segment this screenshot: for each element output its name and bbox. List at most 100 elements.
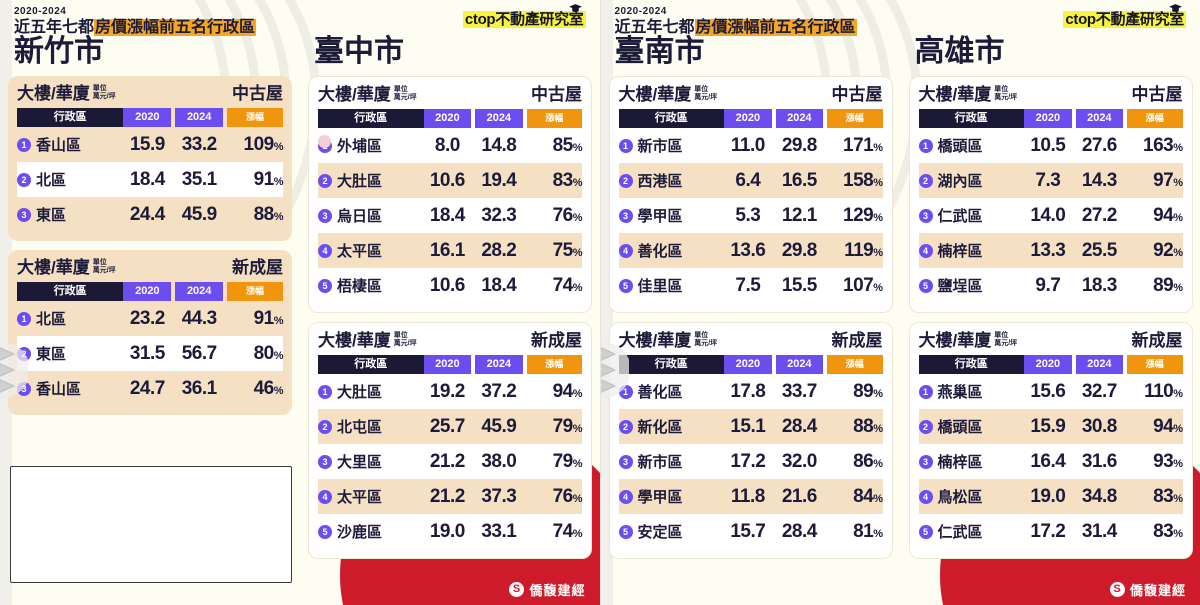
value-2024: 28.4 xyxy=(781,520,817,542)
table-row: 4 太平區 16.1 28.2 75% xyxy=(318,233,583,268)
card-header: 大樓/華廈 單位 萬元/坪 新成屋 xyxy=(17,258,283,277)
city-column: 臺中市大樓/華廈單位萬元/坪中古屋行政區20202024漲幅1外埔區8.014.… xyxy=(300,0,600,605)
value-2020: 7.5 xyxy=(735,274,761,296)
value-2020: 15.1 xyxy=(730,415,766,437)
th-district: 行政區 xyxy=(918,109,1025,128)
percent-unit: % xyxy=(1173,492,1183,505)
change-percent: 81% xyxy=(853,520,883,542)
district-name: 大肚區 xyxy=(337,173,383,190)
district-cell: 3 東區 xyxy=(17,197,123,232)
table-header-row: 行政區 2020 2024 漲幅 xyxy=(618,109,883,128)
rank-badge: 1 xyxy=(17,137,31,152)
city-title: 臺南市 xyxy=(614,35,705,68)
th-change: 漲幅 xyxy=(827,355,883,374)
brand-logo[interactable]: ctop不動產研究室 xyxy=(462,4,586,29)
price-card-new: 大樓/華廈 單位 萬元/坪 新成屋 行政區 2020 2024 漲幅 1 大肚區 19.2 37.2 9… xyxy=(308,322,592,559)
district-cell: 1 燕巢區 xyxy=(918,374,1025,409)
city-title: 高雄市 xyxy=(914,35,1005,68)
percent-unit: % xyxy=(572,492,583,505)
value-2024: 33.1 xyxy=(481,520,517,542)
value-2020: 19.0 xyxy=(1030,485,1066,507)
rank-badge: 1 xyxy=(918,384,933,399)
district-name: 善化區 xyxy=(637,384,683,401)
brand-footer-text: 僑馥建經 xyxy=(1129,583,1186,598)
value-2020: 15.9 xyxy=(1030,415,1066,437)
change-percent: 75% xyxy=(552,239,583,261)
value-2024: 18.3 xyxy=(1081,274,1117,296)
rank-badge: 3 xyxy=(618,454,633,469)
district-cell: 5 沙鹿區 xyxy=(318,514,424,549)
unit-label: 單位 萬元/坪 xyxy=(393,86,417,101)
value-2020: 5.3 xyxy=(735,204,761,226)
table-row: 5 梧棲區 10.6 18.4 74% xyxy=(318,268,583,303)
table-row: 1 大肚區 19.2 37.2 94% xyxy=(318,374,583,409)
percent-unit: % xyxy=(873,211,883,224)
th-2024: 2024 xyxy=(475,109,523,128)
table-row: 2 東區 31.5 56.7 80% xyxy=(17,336,284,371)
change-percent: 83% xyxy=(552,169,583,191)
house-category-label: 新成屋 xyxy=(1131,331,1183,350)
district-name: 橋頭區 xyxy=(937,138,983,155)
card-header: 大樓/華廈 單位 萬元/坪 新成屋 xyxy=(619,331,883,350)
rank-badge: 2 xyxy=(17,346,31,361)
district-cell: 1 大肚區 xyxy=(318,374,424,409)
brand-logo[interactable]: ctop不動產研究室 xyxy=(1063,4,1186,29)
table-row: 1 香山區 15.9 33.2 109% xyxy=(17,127,284,162)
table-row: 3 學甲區 5.3 12.1 129% xyxy=(618,198,883,233)
percent-unit: % xyxy=(572,141,583,154)
change-percent: 109% xyxy=(243,133,284,155)
rank-badge: 5 xyxy=(618,278,633,293)
percent-unit: % xyxy=(1173,387,1183,400)
value-2024: 37.2 xyxy=(481,380,517,402)
value-2020: 21.2 xyxy=(429,485,465,507)
price-card-used: 大樓/華廈 單位 萬元/坪 中古屋 行政區 2020 2024 漲幅 1 橋頭區 10.5 27.6 1… xyxy=(908,76,1193,313)
rank-badge: 4 xyxy=(318,489,332,504)
slide-pane: 2020-2024 近五年七都房價漲幅前五名行政區 ctop不動產研究室 新竹市 大樓/… xyxy=(0,0,600,605)
th-district: 行政區 xyxy=(318,109,424,128)
card-header: 大樓/華廈 單位 萬元/坪 中古屋 xyxy=(17,84,283,103)
rank-badge: 5 xyxy=(318,278,332,293)
table-row: 3 新市區 17.2 32.0 86% xyxy=(618,444,883,479)
change-percent: 97% xyxy=(1153,169,1183,191)
value-2024: 32.0 xyxy=(781,450,817,472)
table-row: 5 佳里區 7.5 15.5 107% xyxy=(618,268,883,303)
th-change: 漲幅 xyxy=(526,109,582,128)
percent-unit: % xyxy=(273,210,284,223)
district-cell: 1 香山區 xyxy=(17,127,123,162)
change-percent: 76% xyxy=(552,485,583,507)
th-2020: 2020 xyxy=(423,355,472,374)
value-2024: 14.3 xyxy=(1081,169,1117,191)
change-percent: 93% xyxy=(1153,450,1183,472)
price-card-new: 大樓/華廈 單位 萬元/坪 新成屋 行政區 2020 2024 漲幅 1 善化區 17.8 33.7 8… xyxy=(608,322,893,559)
value-2020: 19.2 xyxy=(429,380,465,402)
district-name: 烏日區 xyxy=(337,208,383,225)
value-2024: 45.9 xyxy=(481,415,517,437)
district-cell: 3 烏日區 xyxy=(318,198,424,233)
house-category-label: 中古屋 xyxy=(831,85,883,104)
district-name: 新化區 xyxy=(637,419,683,436)
value-2020: 15.6 xyxy=(1030,380,1066,402)
th-district: 行政區 xyxy=(618,355,725,374)
table-row: 4 學甲區 11.8 21.6 84% xyxy=(618,479,883,514)
district-cell: 2 北屯區 xyxy=(318,409,424,444)
city-columns: 臺南市 大樓/華廈 單位 萬元/坪 中古屋 行政區 2020 2024 漲幅 1 新市區 11.0 29… xyxy=(601,0,1200,605)
district-name: 新市區 xyxy=(637,138,683,155)
table-header-row: 行政區 2020 2024 漲幅 xyxy=(17,108,283,127)
th-change: 漲幅 xyxy=(227,108,283,127)
change-percent: 76% xyxy=(552,204,583,226)
value-2020: 11.0 xyxy=(730,134,765,156)
rank-badge: 1 xyxy=(318,384,332,399)
change-percent: 74% xyxy=(552,274,583,296)
change-percent: 46% xyxy=(253,377,284,399)
value-2024: 33.2 xyxy=(181,133,217,155)
percent-unit: % xyxy=(1173,457,1183,470)
value-2024: 19.4 xyxy=(481,169,517,191)
value-2020: 17.2 xyxy=(730,450,766,472)
decor-pink-dot xyxy=(318,135,331,148)
district-name: 仁武區 xyxy=(937,524,983,541)
value-2024: 35.1 xyxy=(181,168,217,190)
change-percent: 79% xyxy=(552,415,583,437)
percent-unit: % xyxy=(572,457,583,470)
value-2024: 38.0 xyxy=(481,450,517,472)
rank-badge: 4 xyxy=(918,243,933,258)
